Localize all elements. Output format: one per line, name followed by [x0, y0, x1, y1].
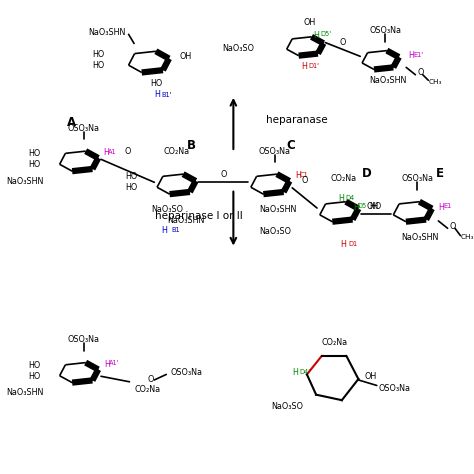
Text: H: H [105, 360, 110, 369]
Text: A1': A1' [109, 360, 120, 366]
Text: D: D [362, 166, 372, 180]
Text: B: B [187, 139, 196, 152]
Text: A: A [67, 116, 76, 129]
Text: D4': D4' [300, 369, 310, 374]
Text: HO: HO [28, 149, 40, 158]
Text: H: H [313, 31, 319, 40]
Text: D4: D4 [346, 195, 355, 201]
Text: H: H [104, 148, 109, 157]
Text: OSO₃Na: OSO₃Na [401, 174, 433, 183]
Text: HO: HO [126, 183, 138, 192]
Text: NaO₃SHN: NaO₃SHN [259, 205, 296, 214]
Text: B1: B1 [172, 227, 181, 233]
Text: O: O [125, 147, 131, 156]
Text: OH: OH [179, 52, 191, 61]
Text: O: O [417, 68, 424, 77]
Text: O: O [339, 37, 346, 46]
Text: OSO₃Na: OSO₃Na [67, 335, 100, 344]
Text: D1': D1' [309, 63, 320, 69]
Text: H: H [301, 62, 307, 71]
Text: NaO₃SHN: NaO₃SHN [167, 217, 204, 226]
Text: C1: C1 [300, 172, 308, 178]
Text: HO: HO [150, 80, 162, 89]
Text: CH₃: CH₃ [428, 79, 442, 85]
Text: heparinase I or II: heparinase I or II [155, 211, 243, 221]
Text: NaO₃SHN: NaO₃SHN [7, 177, 44, 186]
Text: D5': D5' [321, 31, 332, 37]
Text: O: O [449, 222, 456, 231]
Text: OH: OH [303, 18, 316, 27]
Text: heparanase: heparanase [265, 115, 327, 125]
Text: E: E [436, 166, 444, 180]
Text: H: H [438, 202, 444, 211]
Text: NaO₃SO: NaO₃SO [259, 228, 292, 237]
Text: OSO₃Na: OSO₃Na [369, 26, 401, 35]
Text: NaO₃SHN: NaO₃SHN [89, 28, 126, 37]
Text: E1: E1 [443, 203, 451, 209]
Text: D1: D1 [348, 241, 357, 247]
Text: NaO₃SHN: NaO₃SHN [369, 76, 407, 85]
Text: H: H [408, 51, 414, 60]
Text: OH: OH [367, 202, 379, 211]
Text: CO₂Na: CO₂Na [134, 385, 160, 393]
Text: H: H [338, 194, 344, 203]
Text: A1: A1 [109, 149, 117, 155]
Text: HO: HO [28, 361, 40, 370]
Text: O: O [301, 176, 308, 185]
Text: HO: HO [28, 372, 40, 381]
Text: NaO₃SO: NaO₃SO [271, 402, 303, 411]
Text: H: H [353, 202, 359, 211]
Text: O: O [148, 375, 154, 384]
Text: NaO₃SO: NaO₃SO [222, 45, 255, 54]
Text: D5: D5 [357, 203, 367, 209]
Text: NaO₃SHN: NaO₃SHN [401, 233, 438, 242]
Text: O: O [220, 171, 227, 180]
Text: CH₃: CH₃ [460, 235, 474, 240]
Text: E1': E1' [413, 52, 424, 57]
Text: OH: OH [365, 372, 377, 381]
Text: NaO₃SHN: NaO₃SHN [7, 388, 44, 397]
Text: OSO₃Na: OSO₃Na [171, 368, 203, 377]
Text: H: H [154, 90, 160, 99]
Text: CO₂Na: CO₂Na [321, 338, 347, 347]
Text: HO: HO [370, 202, 382, 211]
Text: OSO₃Na: OSO₃Na [67, 124, 100, 133]
Text: HO: HO [126, 172, 138, 181]
Text: OSO₃Na: OSO₃Na [379, 384, 410, 393]
Text: CO₂Na: CO₂Na [331, 174, 357, 183]
Text: OSO₃Na: OSO₃Na [259, 146, 291, 155]
Text: CO₂Na: CO₂Na [164, 146, 190, 155]
Text: B1': B1' [162, 92, 172, 98]
Text: H: H [295, 172, 301, 181]
Text: H: H [161, 226, 167, 235]
Text: C: C [286, 139, 295, 152]
Text: HO: HO [28, 160, 40, 169]
Text: HO: HO [92, 61, 105, 70]
Text: H: H [292, 368, 298, 377]
Text: NaO₃SO: NaO₃SO [151, 205, 183, 214]
Text: HO: HO [92, 50, 105, 59]
Text: H: H [341, 240, 346, 249]
